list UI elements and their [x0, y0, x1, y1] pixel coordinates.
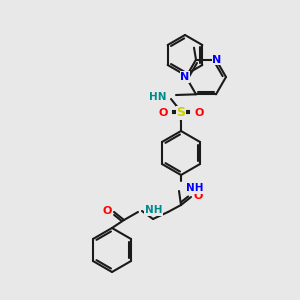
Text: O: O: [102, 206, 112, 216]
Text: NH: NH: [145, 205, 163, 215]
Text: NH: NH: [186, 183, 203, 193]
Text: N: N: [212, 55, 222, 65]
Text: O: O: [193, 191, 203, 201]
Text: N: N: [180, 72, 190, 82]
Text: O: O: [158, 108, 168, 118]
Text: S: S: [176, 106, 185, 119]
Text: HN: HN: [148, 92, 166, 102]
Text: O: O: [194, 108, 204, 118]
